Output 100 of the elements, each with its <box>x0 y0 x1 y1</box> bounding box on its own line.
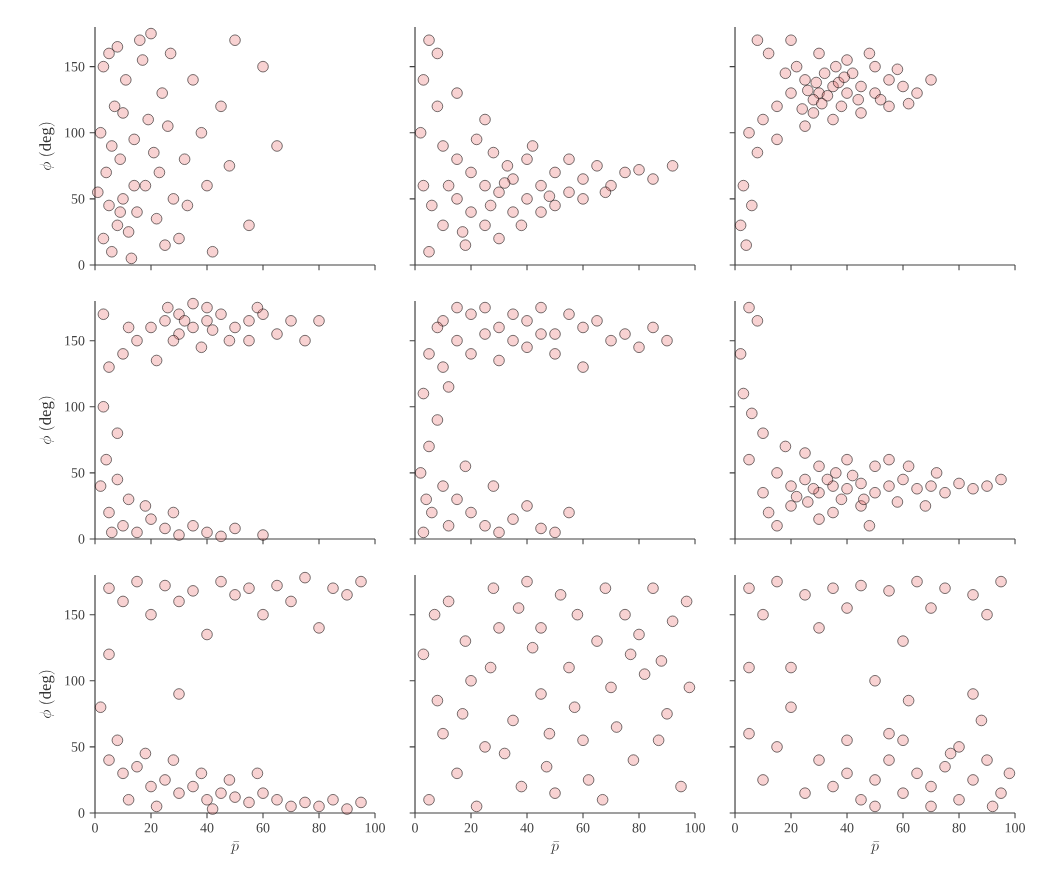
point <box>285 315 297 327</box>
point <box>134 34 146 46</box>
point <box>981 609 993 621</box>
point <box>145 609 157 621</box>
x-tick-label: 20 <box>144 823 158 833</box>
point <box>810 76 822 89</box>
point <box>437 315 449 327</box>
point <box>117 107 129 119</box>
point <box>771 100 783 112</box>
point <box>746 199 758 212</box>
point <box>549 166 561 179</box>
point <box>111 473 124 486</box>
point <box>577 193 589 205</box>
point <box>515 780 528 793</box>
point <box>599 582 612 594</box>
point <box>159 774 171 786</box>
point <box>939 582 951 594</box>
point <box>830 467 842 479</box>
point <box>97 61 110 73</box>
x-tick-label: 80 <box>952 823 966 833</box>
point <box>125 252 138 264</box>
point <box>229 34 241 46</box>
point <box>925 74 937 86</box>
point <box>799 447 811 459</box>
point <box>103 582 115 594</box>
point <box>215 787 227 799</box>
point <box>103 361 115 373</box>
point <box>431 47 444 60</box>
point <box>661 335 673 347</box>
point <box>838 71 850 83</box>
point <box>459 460 472 472</box>
point <box>465 166 477 179</box>
point <box>117 193 129 205</box>
point <box>271 328 283 340</box>
point <box>201 794 213 806</box>
point <box>443 595 455 608</box>
point <box>120 74 132 86</box>
point <box>257 529 269 541</box>
point <box>507 173 519 185</box>
point <box>827 506 839 519</box>
point <box>114 153 126 165</box>
point <box>869 487 881 499</box>
point <box>100 454 112 466</box>
point <box>415 127 427 139</box>
point <box>95 701 107 713</box>
point <box>919 500 932 512</box>
point <box>271 794 283 806</box>
point <box>507 206 519 218</box>
point <box>106 526 118 538</box>
point <box>735 219 747 231</box>
point <box>751 147 764 159</box>
point <box>165 47 177 60</box>
point <box>619 609 631 621</box>
point <box>569 701 581 713</box>
point <box>507 308 519 320</box>
point <box>779 440 792 453</box>
point <box>187 298 199 310</box>
point <box>967 688 979 700</box>
point <box>103 648 115 660</box>
point <box>443 381 455 393</box>
point <box>799 589 811 601</box>
point <box>167 506 180 519</box>
point <box>591 160 603 172</box>
point <box>633 164 645 176</box>
point <box>92 186 104 198</box>
y-tick-label: 50 <box>71 468 85 478</box>
point <box>655 655 668 667</box>
y-tick-label: 150 <box>65 61 85 72</box>
point <box>195 341 208 353</box>
point <box>563 308 575 320</box>
point <box>911 483 923 495</box>
point <box>897 473 909 486</box>
point <box>159 522 171 535</box>
point <box>549 348 561 360</box>
point <box>543 728 556 740</box>
point <box>953 794 965 806</box>
point <box>967 589 979 601</box>
point <box>883 454 895 466</box>
point <box>599 186 612 198</box>
point <box>243 315 255 327</box>
point <box>201 315 213 327</box>
point <box>223 774 236 786</box>
point <box>151 213 163 225</box>
point <box>841 454 853 466</box>
point <box>521 153 533 165</box>
point <box>423 34 435 46</box>
point <box>555 589 567 601</box>
y-tick-label: 100 <box>65 676 85 686</box>
point <box>975 714 988 727</box>
point <box>743 728 755 740</box>
point <box>619 166 631 179</box>
point <box>605 681 617 693</box>
point <box>743 454 755 466</box>
point <box>967 774 979 786</box>
point <box>215 100 227 112</box>
point <box>521 576 533 588</box>
point <box>123 226 135 238</box>
point <box>911 87 923 99</box>
point <box>465 675 477 687</box>
point <box>465 308 477 320</box>
